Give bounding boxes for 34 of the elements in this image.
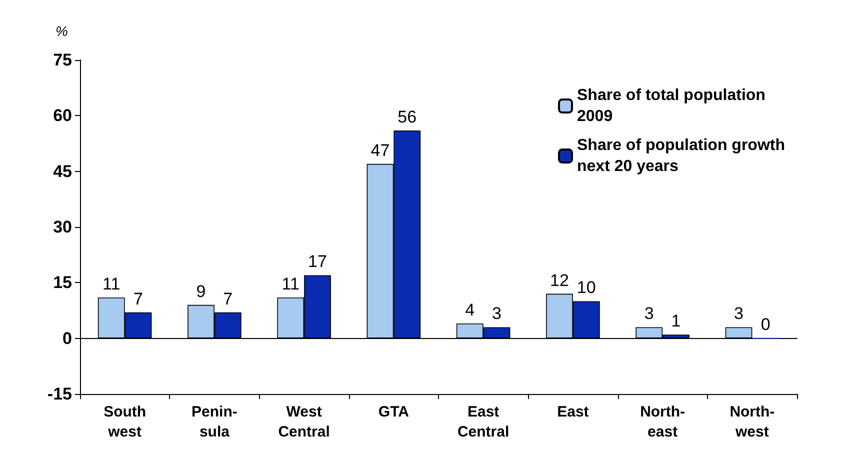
x-tick-label: South west bbox=[104, 404, 146, 440]
data-label: 3 bbox=[734, 304, 744, 324]
data-label: 3 bbox=[492, 304, 502, 324]
y-tick-label: 15 bbox=[53, 273, 72, 292]
x-tick-label: Penin- sula bbox=[192, 404, 238, 440]
data-label: 3 bbox=[644, 304, 654, 324]
data-label: 56 bbox=[398, 108, 417, 127]
x-tick-label: North- west bbox=[730, 404, 775, 440]
y-tick-label: 60 bbox=[53, 106, 72, 126]
data-label: 0 bbox=[760, 314, 770, 334]
x-tick-label: North- east bbox=[640, 404, 686, 440]
data-label: 4 bbox=[465, 300, 475, 320]
data-label: 12 bbox=[550, 270, 569, 290]
x-tick-label: East Central bbox=[457, 404, 510, 440]
y-tick-label: 45 bbox=[53, 162, 72, 181]
data-label: 10 bbox=[576, 278, 596, 298]
data-label: 17 bbox=[308, 252, 327, 272]
x-tick-label: East bbox=[557, 404, 589, 420]
data-label: 47 bbox=[370, 140, 390, 160]
legend-label: Share of population growth next 20 years bbox=[577, 137, 790, 175]
data-label: 7 bbox=[134, 289, 143, 308]
y-tick-label: 75 bbox=[53, 50, 72, 70]
x-tick-label: West Central bbox=[278, 404, 330, 440]
y-tick-label: -15 bbox=[47, 384, 72, 404]
data-label: 9 bbox=[196, 282, 206, 301]
data-label: 7 bbox=[223, 289, 233, 308]
data-label: 11 bbox=[102, 274, 120, 294]
x-tick-label: GTA bbox=[378, 404, 410, 420]
y-tick-label: 0 bbox=[62, 328, 72, 348]
y-axis-title: % bbox=[56, 23, 68, 39]
legend-label: Share of total population 2009 bbox=[577, 87, 770, 125]
data-label: 1 bbox=[671, 312, 681, 331]
y-tick-label: 30 bbox=[53, 218, 72, 236]
data-label: 11 bbox=[282, 274, 300, 294]
